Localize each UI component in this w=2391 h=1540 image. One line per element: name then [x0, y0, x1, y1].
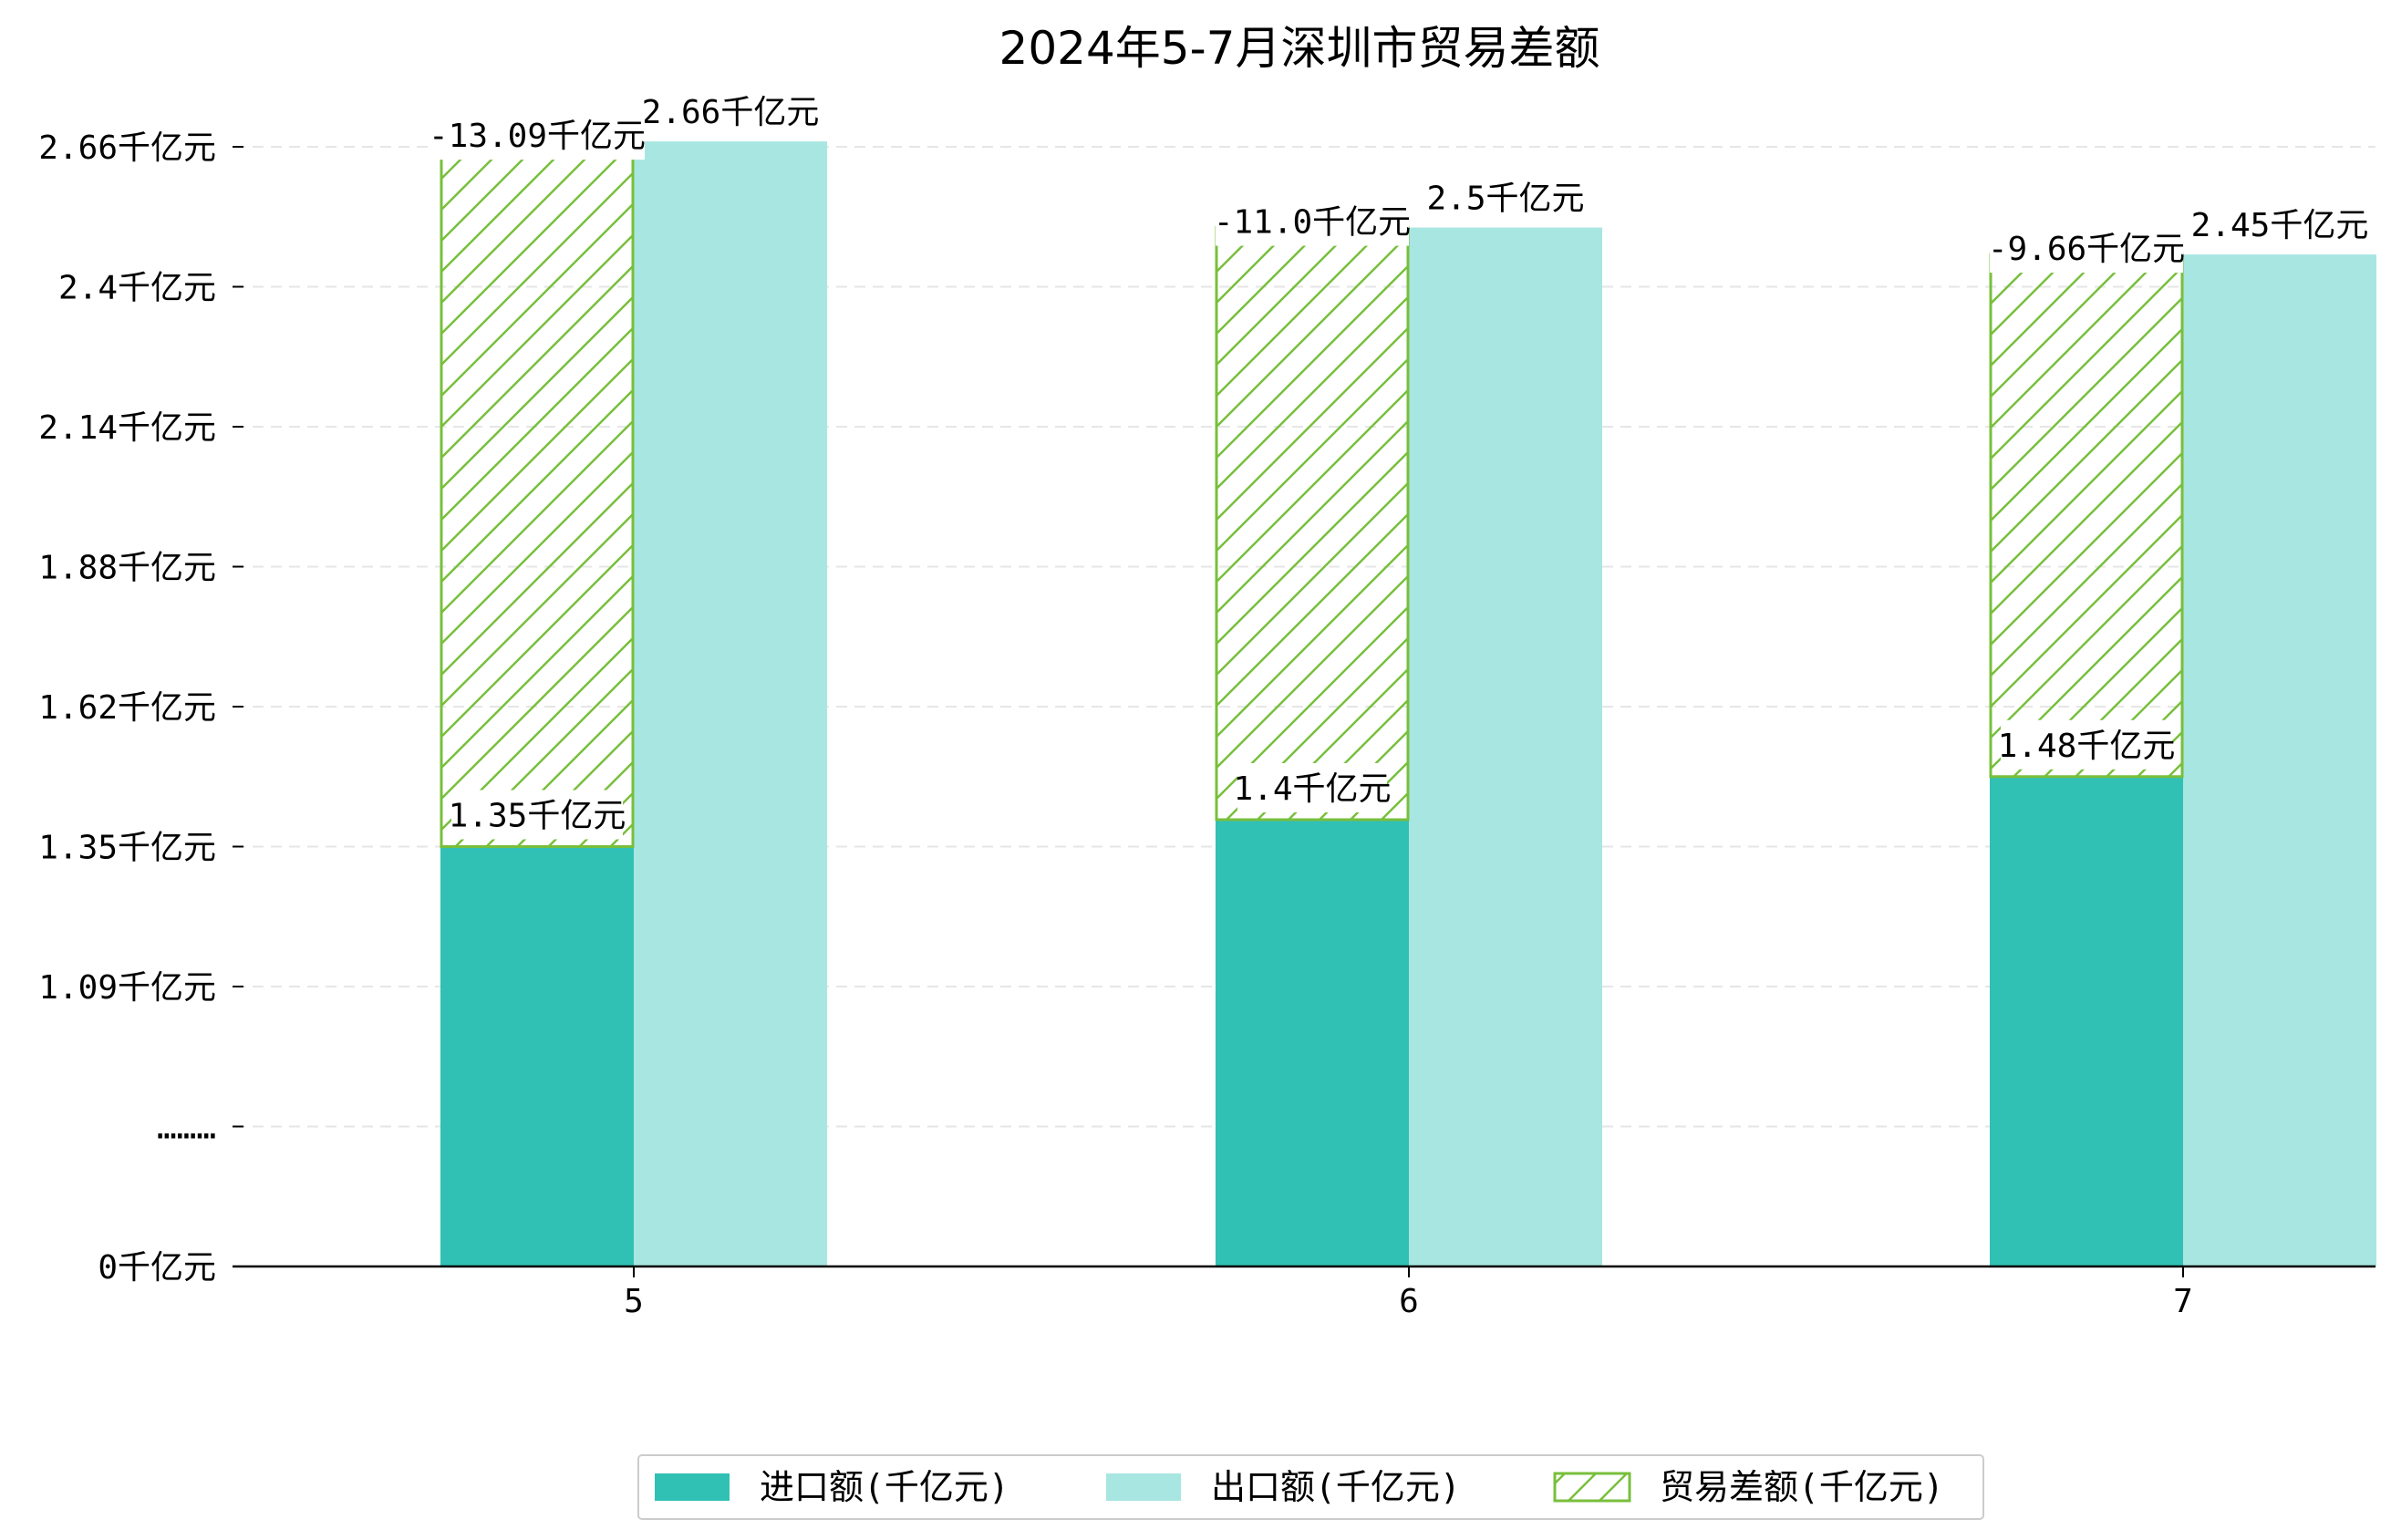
import-value-label-bg	[1237, 762, 1387, 812]
chart-title: 2024年5-7月深圳市贸易差额	[999, 22, 1600, 75]
trade-balance-value-label: -13.09千亿元	[429, 118, 646, 155]
y-tick-label: 1.35千亿元	[38, 830, 216, 867]
export-bar	[1409, 227, 1602, 1266]
legend-import-label: 进口额(千亿元)	[760, 1467, 1009, 1507]
export-value-label-bg	[1431, 172, 1580, 222]
import-value-label: 1.4千亿元	[1233, 770, 1391, 808]
y-tick-label: 0千亿元	[98, 1249, 216, 1287]
bars-layer	[440, 140, 2376, 1267]
legend: 进口额(千亿元) 出口额(千亿元) 贸易差额(千亿元)	[637, 1454, 1984, 1520]
trade-balance-bar	[440, 140, 635, 849]
import-value-label: 1.48千亿元	[1998, 728, 2176, 765]
y-axis: 0千亿元 ……… 1.09千亿元 1.35千亿元 1.62千亿元 1.88千亿元 2.14千…	[38, 129, 243, 1287]
trade-balance-bar	[1215, 226, 1410, 822]
trade-balance-value-label-bg	[430, 110, 645, 160]
import-bar	[440, 846, 634, 1266]
legend-export-swatch	[1106, 1473, 1181, 1501]
y-tick-label: 1.88千亿元	[38, 550, 216, 587]
export-value-label: 2.66千亿元	[642, 94, 820, 131]
legend-import-swatch	[655, 1473, 730, 1501]
trade-balance-value-label-bg	[1216, 196, 1409, 246]
import-value-label: 1.35千亿元	[449, 798, 626, 835]
y-tick-label: 2.66千亿元	[38, 129, 216, 167]
legend-export-label: 出口额(千亿元)	[1211, 1467, 1461, 1507]
legend-box	[637, 1454, 1984, 1520]
import-value-label-bg	[451, 790, 623, 840]
data-labels-layer: 2.66千亿元-13.09千亿元 1.35千亿元 2.5千亿元 -11.0千亿元 1.4…	[429, 87, 2369, 840]
export-bar	[634, 141, 827, 1266]
import-bar	[1216, 819, 1409, 1266]
export-value-label-bg	[2194, 200, 2365, 250]
x-tick-label: 6	[1399, 1283, 1419, 1320]
x-tick-label: 7	[2173, 1283, 2193, 1320]
y-tick-label: 2.4千亿元	[58, 270, 216, 307]
y-tick-label: 2.14千亿元	[38, 409, 216, 447]
export-value-label: 2.5千亿元	[1426, 181, 1584, 218]
x-tick-label: 5	[624, 1283, 644, 1320]
import-value-label-bg	[2001, 719, 2172, 770]
trade-balance-value-label: -11.0千亿元	[1214, 204, 1411, 242]
trade-balance-bar	[1989, 253, 2184, 779]
trade-balance-value-label-bg	[1990, 223, 2183, 274]
legend-trade-balance-swatch	[1553, 1472, 1631, 1503]
legend-trade-balance-label: 贸易差额(千亿元)	[1660, 1467, 1944, 1507]
y-tick-label: ………	[157, 1110, 216, 1147]
x-axis: 5 6 7	[233, 1265, 2375, 1320]
export-value-label-bg	[645, 87, 816, 137]
y-tick-label: 1.09千亿元	[38, 969, 216, 1007]
export-value-label: 2.45千亿元	[2191, 207, 2369, 244]
y-tick-label: 1.62千亿元	[38, 689, 216, 727]
export-bar	[2183, 254, 2376, 1267]
trade-balance-value-label: -9.66千亿元	[1988, 231, 2185, 268]
import-bar	[1990, 776, 2183, 1266]
